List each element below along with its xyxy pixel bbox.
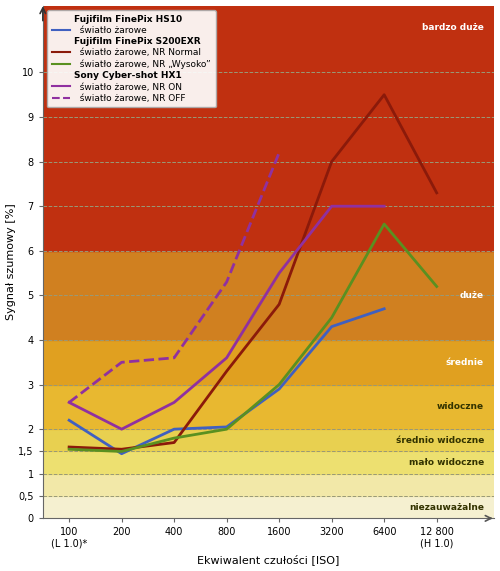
Text: średnie: średnie <box>446 358 484 367</box>
Bar <box>43 251 494 340</box>
Bar <box>43 496 494 518</box>
Text: średnio widoczne: średnio widoczne <box>396 436 484 445</box>
Bar <box>43 474 494 496</box>
Bar <box>43 340 494 385</box>
Legend: Fujifilm FinePix HS10,   światło żarowe, Fujifilm FinePix S200EXR,   światło żar: Fujifilm FinePix HS10, światło żarowe, F… <box>48 10 215 107</box>
Text: mało widoczne: mało widoczne <box>408 458 484 467</box>
Text: widoczne: widoczne <box>437 403 484 411</box>
Text: bardzo duże: bardzo duże <box>422 23 484 33</box>
Y-axis label: Sygnał szumowy [%]: Sygnał szumowy [%] <box>6 204 16 320</box>
X-axis label: Ekwiwalent czułości [ISO]: Ekwiwalent czułości [ISO] <box>198 554 340 565</box>
Bar <box>43 6 494 251</box>
Bar <box>43 429 494 452</box>
Bar <box>43 385 494 429</box>
Text: niezauważalne: niezauważalne <box>409 502 484 512</box>
Text: duże: duże <box>460 291 484 300</box>
Bar <box>43 452 494 474</box>
